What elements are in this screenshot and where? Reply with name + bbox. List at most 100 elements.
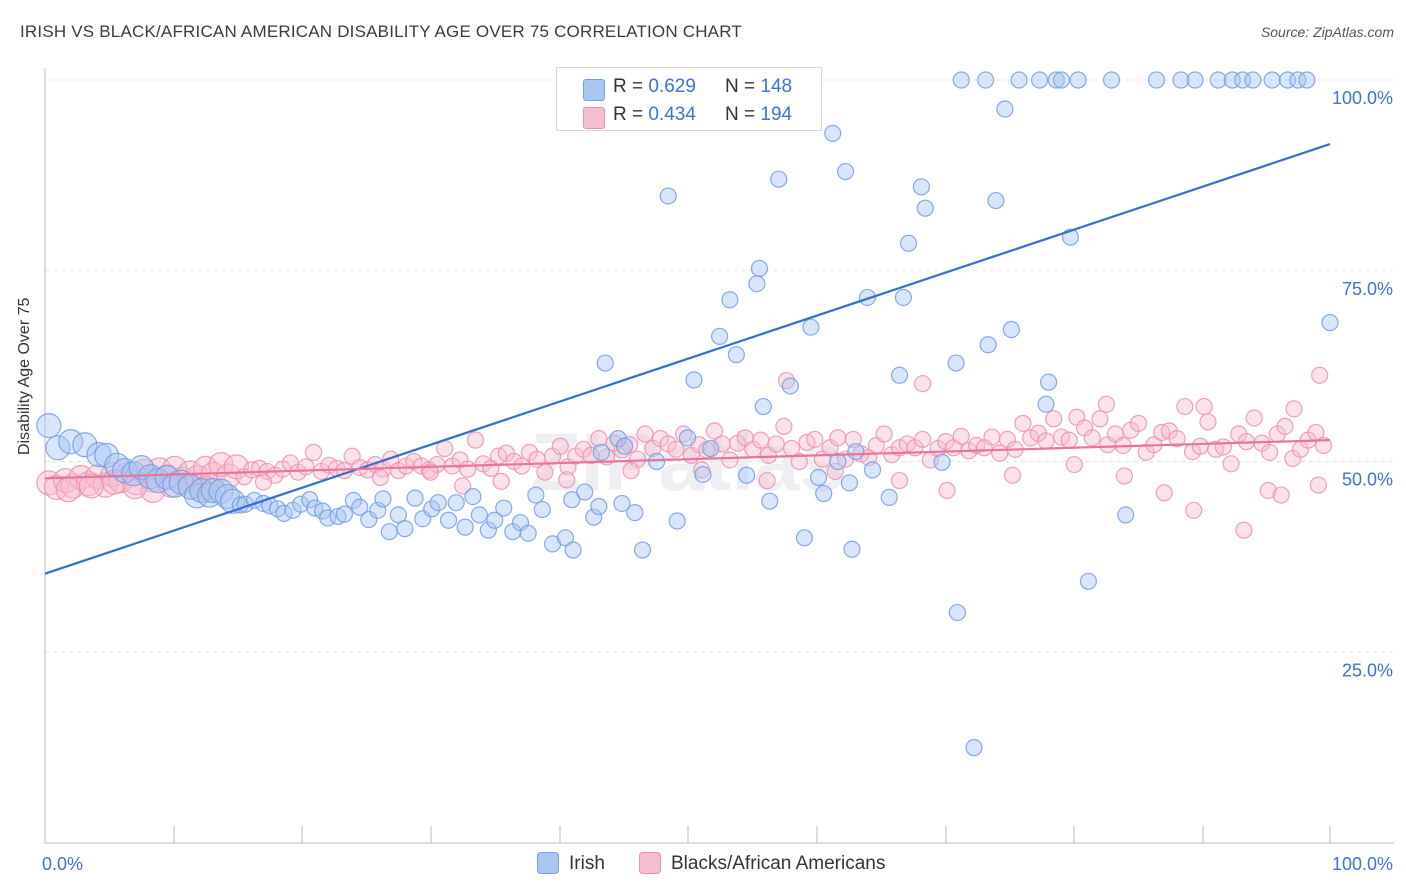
source-label: Source: ZipAtlas.com: [1260, 24, 1394, 40]
y-tick-label: 25.0%: [1342, 660, 1393, 680]
irish-point: [948, 603, 966, 622]
black-point: [806, 430, 824, 448]
irish-point: [899, 234, 918, 252]
irish-point: [987, 191, 1005, 210]
irish-point: [292, 495, 310, 513]
irish-point: [1172, 71, 1190, 89]
black-point: [36, 470, 62, 496]
trend-lines: [44, 143, 1331, 575]
irish-point: [1289, 71, 1307, 89]
black-point: [1083, 429, 1101, 447]
irish-point: [563, 491, 581, 509]
black-point: [1091, 410, 1109, 428]
black-legend-label: Blacks/African Americans: [671, 853, 886, 874]
irish-point: [1079, 572, 1098, 590]
black-point: [826, 462, 844, 481]
irish-point: [596, 354, 614, 372]
black-point: [1185, 501, 1203, 519]
irish-point: [45, 435, 71, 461]
black-point: [1309, 476, 1328, 494]
irish-point: [154, 464, 180, 491]
irish-point: [829, 452, 847, 471]
irish-point: [694, 465, 712, 484]
black-point: [55, 477, 81, 503]
irish-point: [360, 510, 378, 529]
black-point: [454, 477, 472, 495]
chart-title: IRISH VS BLACK/AFRICAN AMERICAN DISABILI…: [20, 22, 742, 41]
irish-point: [556, 529, 575, 547]
irish-point: [685, 371, 703, 389]
black-point: [297, 458, 315, 476]
black-point: [938, 481, 956, 500]
irish-point: [626, 504, 644, 522]
black-point: [1191, 437, 1209, 455]
y-tick-label: 50.0%: [1342, 470, 1393, 490]
irish-point: [711, 327, 729, 345]
black-point: [590, 430, 608, 448]
black-point: [1214, 438, 1232, 456]
irish-point: [952, 71, 970, 89]
irish-point: [1037, 395, 1055, 413]
irish-point: [576, 483, 594, 501]
irish-point: [668, 512, 686, 530]
irish-point: [847, 442, 865, 461]
black-point: [1285, 400, 1303, 418]
black-point: [1272, 486, 1290, 504]
irish-point: [128, 455, 154, 481]
irish-point: [1147, 71, 1166, 89]
black-point: [492, 472, 510, 490]
black-point: [1037, 432, 1055, 450]
black-point: [636, 425, 654, 443]
irish-point: [916, 199, 934, 217]
irish-point: [1010, 71, 1028, 89]
irish-point: [533, 500, 551, 519]
black-trend-line: [44, 439, 1331, 480]
irish-point: [702, 439, 720, 458]
irish-point: [527, 486, 545, 504]
irish-point: [1117, 506, 1135, 524]
y-tick-labels: 100.0% 75.0% 50.0% 25.0%: [1332, 88, 1393, 680]
black-point: [459, 460, 477, 478]
irish-r-label: R =: [613, 76, 649, 97]
irish-n-label: N =: [725, 76, 761, 97]
irish-point: [947, 354, 965, 372]
irish-point: [863, 461, 882, 479]
irish-legend-swatch-icon: [537, 852, 559, 874]
gridlines: [45, 79, 1395, 653]
irish-point: [585, 508, 603, 526]
irish-point: [678, 429, 697, 447]
irish-point: [1030, 71, 1049, 89]
irish-point: [727, 346, 745, 364]
black-r-value: 0.434: [648, 104, 696, 125]
irish-point: [36, 413, 62, 439]
irish-point: [1321, 314, 1339, 332]
black-point: [1060, 431, 1078, 449]
irish-point: [344, 491, 362, 510]
irish-point: [615, 437, 634, 455]
irish-point: [592, 443, 611, 461]
irish-point: [564, 541, 582, 559]
black-point: [1311, 366, 1329, 384]
irish-point: [633, 541, 652, 559]
irish-point: [977, 71, 995, 89]
black-point: [466, 431, 485, 449]
black-point: [622, 462, 640, 480]
black-point: [1245, 409, 1263, 427]
irish-point: [781, 377, 799, 395]
irish-point: [996, 100, 1014, 118]
black-point: [1115, 467, 1134, 485]
black-point: [1261, 443, 1279, 461]
irish-point: [659, 187, 677, 205]
black-point: [914, 430, 932, 448]
irish-point: [406, 489, 424, 507]
irish-point: [495, 499, 513, 517]
irish-point: [761, 492, 779, 510]
irish-point: [519, 524, 537, 542]
black-point: [1168, 430, 1186, 448]
black-point: [914, 375, 932, 393]
y-tick-label: 100.0%: [1332, 88, 1393, 108]
black-point: [1259, 481, 1277, 500]
black-point: [705, 422, 724, 440]
irish-point: [1047, 71, 1065, 89]
